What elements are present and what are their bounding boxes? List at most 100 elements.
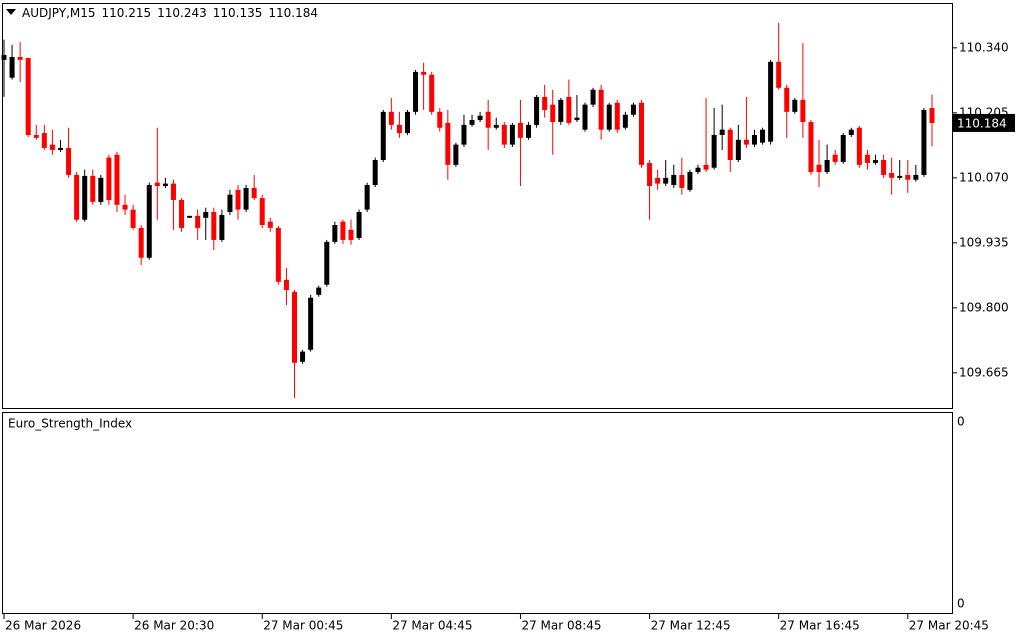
candle-body (138, 227, 144, 258)
candle-body (913, 174, 919, 180)
candle-body (437, 111, 443, 128)
candle-body (404, 111, 410, 134)
candle-body (17, 56, 23, 60)
candle-body (211, 212, 217, 240)
header-value: 110.215 (102, 6, 152, 20)
indicator-tick-label: 0 (957, 415, 965, 429)
candle-body (388, 111, 394, 125)
candle-body (33, 134, 39, 138)
candle-body (840, 134, 846, 162)
candle-body (856, 127, 862, 165)
candle-body (413, 71, 419, 112)
candle-body (614, 102, 620, 130)
candle-body (292, 291, 298, 363)
y-tick-label: 109.665 (959, 365, 1009, 379)
y-tick-label: 110.070 (959, 170, 1009, 184)
candle-body (832, 154, 838, 162)
candle-body (429, 74, 435, 112)
candle-body (203, 212, 209, 218)
candle-body (784, 87, 790, 112)
candle-body (348, 229, 354, 240)
candle-body (445, 122, 451, 165)
candle-body (679, 174, 685, 188)
candle-body (542, 96, 548, 110)
candle-body (356, 212, 362, 239)
candle-body (638, 102, 644, 165)
candle-body (719, 129, 725, 135)
candle-body (929, 108, 935, 123)
candle-body (332, 225, 338, 242)
candle-body (259, 198, 265, 226)
candle-body (582, 104, 588, 130)
plot (1, 22, 935, 398)
candle-body (170, 183, 176, 200)
candle-body (41, 133, 47, 148)
candle-body (881, 160, 887, 175)
candle-body (493, 124, 499, 128)
candle-body (566, 96, 572, 123)
x-tick-label: 27 Mar 00:45 (263, 619, 343, 633)
candle-body (824, 160, 830, 173)
candle-body (517, 122, 523, 138)
candle-body (453, 144, 459, 165)
candle-body (372, 160, 378, 186)
candle-body (509, 124, 515, 145)
candle-body (66, 147, 72, 175)
candle-body (873, 160, 879, 163)
x-tick-label: 27 Mar 20:45 (909, 619, 989, 633)
candle-body (98, 177, 104, 202)
candle-body (9, 56, 15, 78)
candle-body (655, 177, 661, 184)
candle-body (396, 124, 402, 134)
candle-body (711, 134, 717, 168)
x-tick-label: 27 Mar 12:45 (651, 619, 731, 633)
candle-body (606, 104, 612, 130)
candle-body (49, 144, 55, 150)
candle-body (743, 139, 749, 145)
candle-body (74, 174, 80, 220)
candle-body (267, 221, 273, 228)
x-tick-label: 27 Mar 04:45 (392, 619, 472, 633)
candle-body (114, 154, 120, 205)
candle-body (622, 114, 628, 128)
header-value: 110.184 (268, 6, 318, 20)
candle-body (889, 173, 895, 178)
candle-body (735, 139, 741, 161)
x-tick-label: 27 Mar 08:45 (521, 619, 601, 633)
candle-body (308, 297, 314, 350)
candle-body (243, 187, 249, 210)
price-tag (953, 113, 1015, 132)
candle-body (800, 99, 806, 122)
candle-body (380, 111, 386, 161)
candle-body (227, 194, 233, 213)
candle-body (792, 99, 798, 112)
candle-body (421, 71, 427, 75)
candle-body (25, 57, 31, 135)
indicator-tick-label: 0 (957, 597, 965, 611)
candle-body (195, 215, 201, 228)
candle-body (630, 104, 636, 115)
candle-body (574, 117, 580, 121)
candle-body (534, 96, 540, 125)
symbol: AUDJPY,M15 (22, 6, 96, 20)
candle-body (179, 199, 185, 228)
candle-body (235, 189, 241, 210)
x-tick-label: 26 Mar 20:30 (134, 619, 214, 633)
candle-body (558, 99, 564, 122)
candle-body (275, 227, 281, 282)
candle-body (864, 154, 870, 163)
candle-body (921, 109, 927, 175)
indicator-pane (2, 412, 953, 614)
candle-body (122, 204, 128, 210)
x-tick-label: 26 Mar 2026 (5, 619, 81, 633)
price-tag-label: 110.184 (957, 116, 1007, 130)
dropdown-icon[interactable] (6, 9, 16, 15)
candle-body (768, 61, 774, 142)
candle-body (146, 185, 152, 258)
candle-body (106, 157, 112, 200)
candle-body (485, 111, 491, 128)
candle-body (703, 164, 709, 170)
candle-body (82, 175, 88, 220)
chart-header: AUDJPY,M15 110.215 110.243 110.135 110.184 (22, 6, 318, 20)
